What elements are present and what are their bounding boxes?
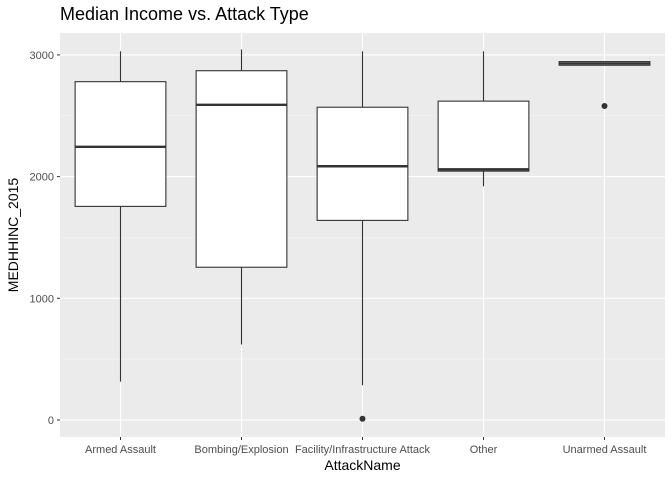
y-tick-label: 0 xyxy=(48,415,54,427)
box-group xyxy=(558,61,651,110)
box-group xyxy=(74,51,167,382)
y-axis-title: MEDHHINC_2015 xyxy=(5,178,21,293)
x-tick-label: Unarmed Assault xyxy=(563,444,647,456)
y-axis-ticks: 0 1000 2000 3000 xyxy=(30,50,60,427)
x-tick-label: Bombing/Explosion xyxy=(194,444,288,456)
outlier-point xyxy=(359,415,366,422)
box-body xyxy=(195,70,288,268)
x-axis-title: AttackName xyxy=(324,457,400,473)
box-group xyxy=(437,51,530,187)
y-tick-label: 1000 xyxy=(30,293,54,305)
y-tick-label: 3000 xyxy=(30,50,54,62)
box-body xyxy=(74,81,167,207)
box-body xyxy=(316,106,409,221)
box-group xyxy=(316,51,409,422)
boxes xyxy=(74,49,651,422)
box-body xyxy=(437,100,530,172)
x-axis-ticks: Armed Assault Bombing/Explosion Facility/I… xyxy=(85,437,646,456)
y-tick-label: 2000 xyxy=(30,172,54,184)
x-tick-label: Facility/Infrastructure Attack xyxy=(295,444,431,456)
x-tick-label: Other xyxy=(470,444,498,456)
outlier-point xyxy=(601,103,608,110)
box-group xyxy=(195,49,288,345)
x-tick-label: Armed Assault xyxy=(85,444,156,456)
chart-title: Median Income vs. Attack Type xyxy=(60,4,309,24)
